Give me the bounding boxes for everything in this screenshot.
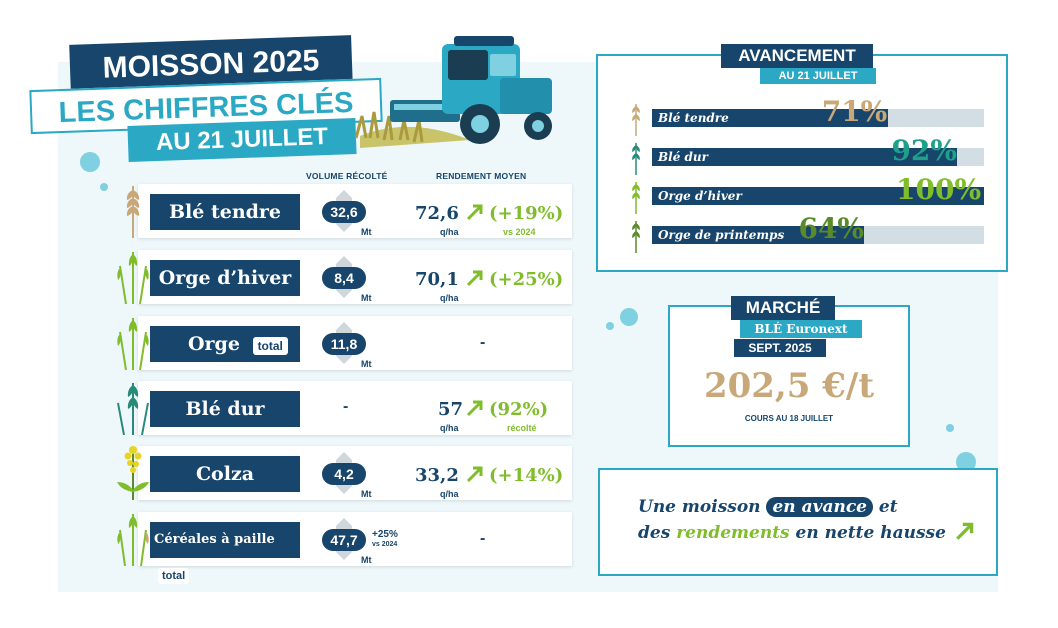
volume-value: 47,7 — [322, 529, 366, 551]
rapeseed-icon — [117, 446, 149, 500]
message-text: en nette hausse — [795, 523, 946, 543]
yield-dash: - — [480, 530, 486, 547]
up-arrow-icon — [466, 400, 483, 417]
crop-label: Blé tendre — [150, 194, 300, 230]
crop-label: Céréales à paille — [154, 532, 275, 547]
yield-unit: q/ha — [440, 227, 459, 237]
barley-icon — [117, 252, 149, 304]
volume-dash: - — [343, 398, 349, 415]
wheat-icon — [126, 186, 140, 238]
cereals-icon — [117, 514, 149, 566]
progress-percent: 100% — [896, 173, 982, 206]
progress-bar-fill — [652, 226, 865, 244]
wheat-icon — [632, 104, 640, 136]
progress-label: Orge de printemps — [658, 228, 785, 242]
message-green: rendements — [676, 523, 790, 543]
progress-label: Blé dur — [658, 150, 708, 164]
spring-barley-icon — [632, 221, 640, 253]
yield-value: 33,2 — [415, 465, 459, 486]
progress-percent: 71% — [821, 95, 888, 128]
yield-change: (92%) — [489, 399, 549, 420]
durum-wheat-icon — [117, 383, 149, 435]
up-arrow-icon — [466, 270, 483, 287]
progress-bar-orge-hiver: Orge d’hiver 100% — [652, 175, 984, 205]
yield-value: 70,1 — [415, 269, 459, 290]
yield-change: (+14%) — [489, 465, 564, 486]
yield-dash: - — [480, 334, 486, 351]
column-header-yield: RENDEMENT MOYEN — [436, 171, 527, 181]
barley-icon — [632, 182, 640, 214]
decor-dot — [620, 308, 638, 326]
up-arrow-icon — [466, 466, 483, 483]
crop-label: Blé dur — [150, 391, 300, 427]
market-period: SEPT. 2025 — [734, 339, 826, 357]
combine-harvester-illustration — [354, 36, 552, 148]
progress-subtitle: AU 21 JUILLET — [760, 68, 876, 84]
column-header-volume: VOLUME RÉCOLTÉ — [306, 171, 388, 181]
decor-dot — [956, 452, 976, 472]
crop-label: Orge d’hiver — [150, 260, 300, 296]
crop-label: Orge — [188, 333, 240, 355]
volume-change-note: vs 2024 — [372, 541, 398, 548]
up-arrow-icon — [466, 204, 483, 221]
decor-dot — [606, 322, 614, 330]
progress-percent: 64% — [798, 212, 865, 245]
message-text: et — [878, 497, 898, 517]
volume-value: 11,8 — [322, 333, 366, 355]
progress-bar-fill — [652, 148, 958, 166]
market-price: 202,5 €/t — [703, 366, 875, 406]
yield-unit: q/ha — [440, 489, 459, 499]
volume-value: 8,4 — [322, 267, 366, 289]
crop-label-container: Céréales à paille total — [150, 522, 300, 584]
progress-label: Orge d’hiver — [658, 189, 742, 203]
yield-value: 57 — [438, 399, 464, 420]
message-panel — [598, 468, 998, 576]
volume-unit: Mt — [361, 489, 372, 499]
volume-unit: Mt — [361, 359, 372, 369]
progress-bar-orge-printemps: Orge de printemps 64% — [652, 214, 984, 244]
yield-unit: q/ha — [440, 293, 459, 303]
up-arrow-icon — [956, 522, 974, 540]
progress-label: Blé tendre — [658, 111, 729, 125]
barley-icon — [117, 318, 149, 370]
decor-dot — [946, 424, 954, 432]
volume-unit: Mt — [361, 293, 372, 303]
progress-bar-ble-dur: Blé dur 92% — [652, 136, 984, 166]
yield-change: (+19%) — [489, 203, 564, 224]
message-line1: Une moisson en avance et — [638, 497, 898, 517]
yield-change-note: récolté — [507, 423, 537, 433]
volume-change: +25% — [372, 529, 398, 540]
volume-unit: Mt — [361, 555, 372, 565]
market-title: MARCHÉ — [731, 296, 835, 320]
volume-unit: Mt — [361, 227, 372, 237]
yield-change-note: vs 2024 — [503, 227, 536, 237]
total-tag: total — [158, 568, 190, 584]
crop-label: Colza — [150, 456, 300, 492]
message-highlight: en avance — [766, 497, 873, 517]
message-text: des — [638, 523, 671, 543]
progress-title: AVANCEMENT — [721, 44, 873, 68]
volume-value: 4,2 — [322, 463, 366, 485]
total-tag: total — [252, 337, 288, 355]
progress-bar-ble-tendre: Blé tendre 71% — [652, 97, 984, 127]
crop-label-container: Orge total — [150, 326, 300, 362]
message-text: Une moisson — [638, 497, 761, 517]
market-note: COURS AU 18 JUILLET — [744, 414, 834, 423]
yield-change: (+25%) — [489, 269, 564, 290]
market-product: BLÉ Euronext — [740, 320, 862, 338]
yield-unit: q/ha — [440, 423, 459, 433]
volume-value: 32,6 — [322, 201, 366, 223]
durum-wheat-icon — [632, 143, 640, 175]
message-line2: des rendements en nette hausse — [638, 523, 946, 543]
decor-dot — [100, 183, 108, 191]
progress-bar-fill — [652, 187, 984, 205]
yield-value: 72,6 — [415, 203, 459, 224]
decor-dot — [80, 152, 100, 172]
progress-bar-fill — [652, 109, 888, 127]
progress-percent: 92% — [891, 134, 958, 167]
